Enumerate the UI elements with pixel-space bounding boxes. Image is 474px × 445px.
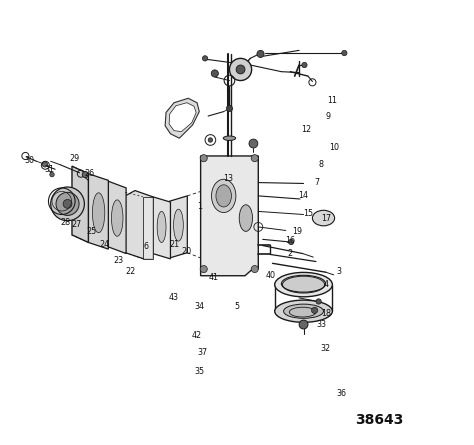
Text: 21: 21 bbox=[169, 240, 179, 249]
Circle shape bbox=[257, 50, 264, 57]
Text: 19: 19 bbox=[292, 227, 302, 236]
Text: 9: 9 bbox=[325, 112, 330, 121]
Text: 41: 41 bbox=[209, 273, 219, 283]
Polygon shape bbox=[72, 166, 88, 243]
Polygon shape bbox=[143, 197, 153, 259]
Circle shape bbox=[311, 307, 318, 313]
Ellipse shape bbox=[223, 136, 236, 141]
Ellipse shape bbox=[111, 200, 123, 236]
Polygon shape bbox=[201, 156, 258, 276]
Circle shape bbox=[63, 199, 72, 208]
Text: 37: 37 bbox=[198, 348, 208, 356]
Ellipse shape bbox=[216, 185, 231, 207]
Text: 6: 6 bbox=[144, 243, 148, 251]
Text: 13: 13 bbox=[223, 174, 233, 182]
Ellipse shape bbox=[92, 193, 105, 233]
Text: 34: 34 bbox=[194, 302, 204, 312]
Circle shape bbox=[299, 320, 308, 329]
Circle shape bbox=[342, 50, 347, 56]
Circle shape bbox=[229, 58, 252, 81]
Ellipse shape bbox=[275, 300, 332, 322]
Circle shape bbox=[51, 187, 84, 221]
Text: 22: 22 bbox=[126, 267, 136, 276]
Text: 28: 28 bbox=[60, 218, 70, 227]
Circle shape bbox=[251, 154, 258, 162]
Circle shape bbox=[302, 62, 307, 68]
Text: 30: 30 bbox=[25, 156, 35, 165]
Polygon shape bbox=[125, 190, 153, 259]
Text: 42: 42 bbox=[192, 331, 202, 340]
Ellipse shape bbox=[312, 210, 335, 226]
Polygon shape bbox=[165, 98, 199, 138]
Ellipse shape bbox=[239, 205, 253, 231]
Circle shape bbox=[208, 138, 213, 142]
Circle shape bbox=[211, 70, 219, 77]
Circle shape bbox=[82, 171, 88, 178]
Circle shape bbox=[236, 65, 245, 74]
Circle shape bbox=[202, 56, 208, 61]
Ellipse shape bbox=[283, 276, 325, 293]
Text: 1: 1 bbox=[197, 202, 202, 211]
Text: 5: 5 bbox=[235, 302, 239, 312]
Text: 36: 36 bbox=[336, 389, 346, 398]
Polygon shape bbox=[153, 197, 171, 259]
Ellipse shape bbox=[275, 272, 332, 297]
Text: 11: 11 bbox=[328, 96, 337, 105]
Circle shape bbox=[289, 239, 294, 245]
Text: 2: 2 bbox=[288, 249, 293, 258]
Text: 10: 10 bbox=[329, 142, 339, 152]
Ellipse shape bbox=[157, 211, 166, 243]
Circle shape bbox=[50, 172, 54, 177]
Circle shape bbox=[200, 266, 207, 273]
Text: 38643: 38643 bbox=[355, 413, 403, 427]
Circle shape bbox=[227, 105, 233, 112]
Ellipse shape bbox=[283, 304, 323, 318]
Text: 31: 31 bbox=[45, 165, 55, 174]
Text: 12: 12 bbox=[301, 125, 311, 134]
Ellipse shape bbox=[173, 209, 183, 241]
Circle shape bbox=[249, 139, 258, 148]
Text: 26: 26 bbox=[84, 169, 94, 178]
Text: 33: 33 bbox=[316, 320, 326, 329]
Text: 27: 27 bbox=[71, 220, 82, 229]
Text: 18: 18 bbox=[321, 309, 331, 318]
Circle shape bbox=[200, 154, 207, 162]
Text: 7: 7 bbox=[314, 178, 319, 187]
Text: 29: 29 bbox=[69, 154, 79, 163]
Text: 35: 35 bbox=[194, 367, 204, 376]
Text: 15: 15 bbox=[303, 209, 313, 218]
Text: 3: 3 bbox=[337, 267, 342, 276]
Text: 8: 8 bbox=[319, 160, 324, 170]
Polygon shape bbox=[109, 181, 126, 254]
Circle shape bbox=[316, 299, 321, 304]
Text: 16: 16 bbox=[285, 236, 295, 245]
Text: 24: 24 bbox=[100, 240, 110, 249]
Text: 23: 23 bbox=[113, 256, 123, 265]
Text: 4: 4 bbox=[323, 280, 328, 289]
Text: 20: 20 bbox=[181, 247, 191, 256]
Circle shape bbox=[42, 162, 47, 167]
Text: 32: 32 bbox=[320, 344, 331, 353]
Circle shape bbox=[56, 192, 79, 215]
Text: 14: 14 bbox=[299, 191, 309, 200]
Text: 17: 17 bbox=[320, 214, 331, 222]
Text: 25: 25 bbox=[87, 227, 97, 236]
Ellipse shape bbox=[211, 179, 236, 213]
Text: 40: 40 bbox=[265, 271, 275, 280]
Circle shape bbox=[251, 266, 258, 273]
Text: 43: 43 bbox=[169, 293, 179, 303]
Polygon shape bbox=[170, 196, 187, 258]
Polygon shape bbox=[88, 174, 109, 249]
Polygon shape bbox=[169, 103, 196, 132]
